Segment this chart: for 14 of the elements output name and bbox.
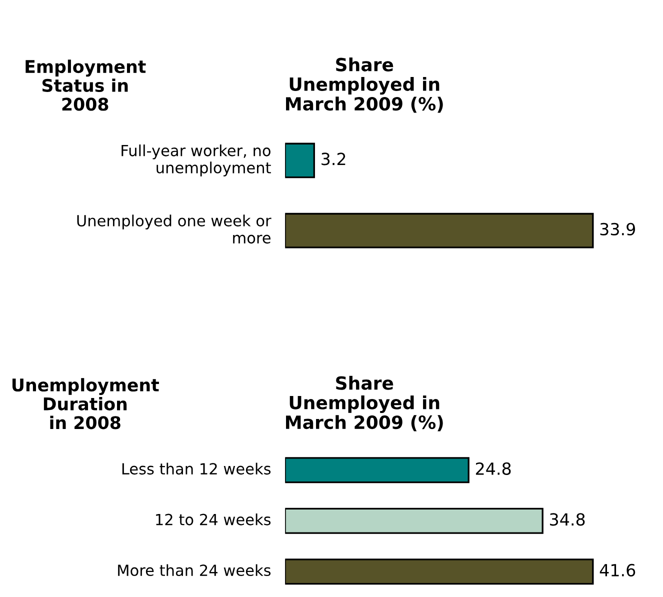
data-label: 33.9 bbox=[600, 222, 636, 236]
x-axis-title: Share Unemployed in March 2009 (%) bbox=[286, 376, 443, 432]
y-tick-label: Less than 12 weeks bbox=[122, 462, 271, 475]
y-axis-title: Employment Status in 2008 bbox=[26, 60, 146, 111]
y-tick-label: 12 to 24 weeks bbox=[156, 513, 271, 526]
x-axis-title: Share Unemployed in March 2009 (%) bbox=[286, 57, 443, 113]
y-axis-title: Unemployment Duration in 2008 bbox=[12, 378, 159, 430]
data-label: 3.2 bbox=[322, 152, 346, 166]
y-tick-label: Unemployed one week or more bbox=[77, 214, 272, 244]
data-label: 24.8 bbox=[476, 462, 511, 475]
y-tick-label: Full-year worker, no unemployment bbox=[122, 144, 271, 176]
data-label: 34.8 bbox=[550, 513, 585, 526]
data-label: 41.6 bbox=[600, 564, 636, 576]
y-tick-label: More than 24 weeks bbox=[118, 564, 271, 576]
